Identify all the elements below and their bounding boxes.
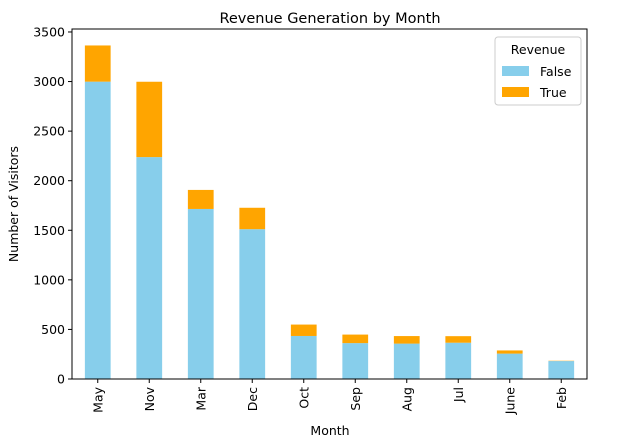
bar-aug-false	[393, 343, 420, 379]
bar-nov-true	[136, 81, 163, 158]
bar-dec-true	[239, 207, 266, 230]
bar-may-false	[84, 81, 111, 380]
legend: Revenue False True	[494, 36, 582, 106]
y-axis: 0 500 1000 1500 2000 2500 3000 3500	[33, 24, 72, 387]
x-axis: May Nov Mar Dec Oct Sep Aug Jul June Feb	[90, 379, 569, 415]
legend-swatch-true	[502, 87, 529, 97]
bar-oct-false	[290, 335, 317, 379]
bar-oct-true	[290, 324, 317, 336]
plot-frame	[71, 28, 588, 380]
y-tick-label: 2000	[33, 173, 65, 188]
x-tick-label-mar: Mar	[193, 386, 208, 410]
y-tick-label: 2500	[33, 124, 65, 139]
bar-mar-false	[187, 208, 214, 379]
y-tick-label: 500	[41, 322, 65, 337]
legend-label-false: False	[540, 64, 572, 79]
x-tick-label-dec: Dec	[245, 387, 260, 411]
legend-swatch-false	[502, 66, 529, 76]
y-tick-label: 1000	[33, 272, 65, 287]
bar-june-false	[496, 353, 523, 379]
x-tick-label-may: May	[90, 386, 105, 412]
y-axis-label: Number of Visitors	[6, 146, 21, 262]
x-tick-label-feb: Feb	[554, 387, 569, 409]
x-axis-label: Month	[310, 423, 349, 438]
bar-jul-false	[445, 342, 472, 379]
y-tick-label: 1500	[33, 223, 65, 238]
bar-mar-true	[187, 189, 214, 209]
bars-layer	[84, 45, 575, 380]
chart-title: Revenue Generation by Month	[219, 11, 440, 27]
x-tick-label-nov: Nov	[142, 386, 157, 411]
y-tick-label: 3500	[33, 24, 65, 39]
bar-dec-false	[239, 229, 266, 379]
bar-nov-false	[136, 157, 163, 379]
x-tick-label-jul: Jul	[451, 387, 466, 403]
bar-sep-false	[342, 343, 369, 379]
legend-label-true: True	[539, 85, 567, 100]
x-tick-label-sep: Sep	[348, 387, 363, 411]
y-tick-label: 0	[57, 372, 65, 387]
x-tick-label-oct: Oct	[296, 387, 311, 409]
y-tick-label: 3000	[33, 74, 65, 89]
bar-jul-true	[445, 336, 472, 343]
x-tick-label-aug: Aug	[399, 387, 414, 411]
bar-june-true	[496, 350, 523, 354]
bar-feb-false	[548, 361, 575, 379]
bar-aug-true	[393, 336, 420, 344]
bar-may-true	[84, 45, 111, 82]
bar-sep-true	[342, 334, 369, 344]
x-tick-label-june: June	[502, 387, 517, 416]
legend-title: Revenue	[511, 42, 566, 57]
